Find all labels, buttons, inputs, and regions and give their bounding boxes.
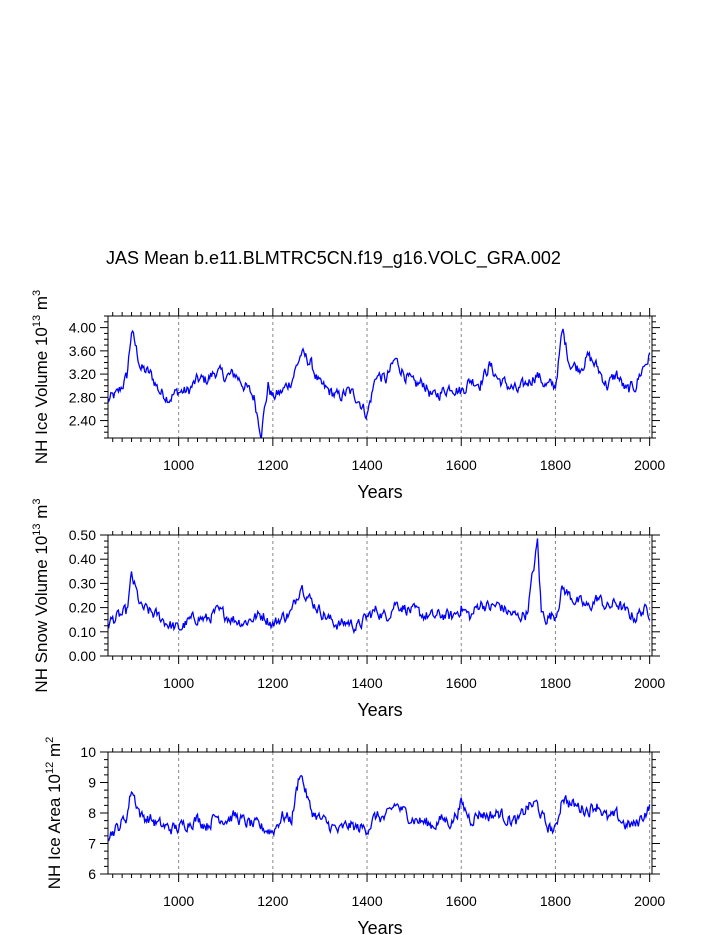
- y-tick-label: 9: [88, 775, 96, 791]
- x-tick-label: 1600: [446, 893, 477, 909]
- x-tick-label: 1400: [351, 675, 382, 691]
- x-tick-label: 1800: [540, 675, 571, 691]
- x-tick-label: 1000: [163, 893, 194, 909]
- x-tick-label: 1600: [446, 457, 477, 473]
- x-tick-label: 1200: [257, 675, 288, 691]
- y-tick-label: 3.20: [69, 366, 96, 382]
- x-tick-label: 1800: [540, 893, 571, 909]
- y-axis-title: NH Ice Volume 1013 m3: [31, 290, 51, 464]
- y-axis-title-superscript: 13: [31, 315, 43, 327]
- y-tick-label: 0.50: [69, 527, 96, 543]
- x-tick-label: 1200: [257, 893, 288, 909]
- series-line: [107, 538, 651, 635]
- y-tick-label: 4.00: [69, 320, 96, 336]
- x-tick-label: 1800: [540, 457, 571, 473]
- y-tick-label: 0.10: [69, 624, 96, 640]
- x-tick-label: 1000: [163, 457, 194, 473]
- y-axis-title-superscript: 12: [44, 762, 56, 774]
- plot-frame: [107, 315, 653, 439]
- y-axis-title: NH Ice Area 1012 m2: [44, 737, 64, 890]
- y-tick-label: 6: [88, 866, 96, 882]
- y-axis-title-superscript: 2: [44, 737, 56, 743]
- plot-frame: [107, 751, 653, 875]
- page-title: JAS Mean b.e11.BLMTRC5CN.f19_g16.VOLC_GR…: [106, 248, 561, 268]
- x-axis-title: Years: [357, 482, 402, 502]
- y-tick-label: 0.40: [69, 551, 96, 567]
- x-tick-label: 2000: [634, 457, 665, 473]
- y-tick-label: 2.80: [69, 389, 96, 405]
- chart-panel-1: 2.40 2.80 3.20 3.60 4.00 1000 1200 1400 1600 1800…: [31, 290, 665, 502]
- y-tick-label: 0.00: [69, 648, 96, 664]
- x-tick-label: 2000: [634, 893, 665, 909]
- y-axis-title-part: m: [45, 743, 64, 762]
- y-tick-label: 0.20: [69, 600, 96, 616]
- series-line: [107, 774, 651, 842]
- y-axis-title-part: NH Ice Area 10: [45, 774, 64, 889]
- y-axis-title-part: NH Ice Volume 10: [32, 327, 51, 464]
- y-axis-title-part: m: [32, 505, 51, 524]
- y-axis-title-superscript: 13: [31, 523, 43, 535]
- x-tick-label: 1200: [257, 457, 288, 473]
- x-tick-label: 1400: [351, 457, 382, 473]
- chart-panel-2: 0.00 0.10 0.20 0.30 0.40 0.50 1000 1200 1400 1600…: [31, 498, 665, 720]
- x-tick-label: 1000: [163, 675, 194, 691]
- x-axis-title: Years: [357, 918, 402, 935]
- x-tick-label: 2000: [634, 675, 665, 691]
- x-tick-label: 1400: [351, 893, 382, 909]
- x-axis-title: Years: [357, 700, 402, 720]
- y-tick-label: 3.60: [69, 343, 96, 359]
- x-tick-label: 1600: [446, 675, 477, 691]
- series-line: [107, 328, 651, 438]
- y-axis-title-part: m: [32, 296, 51, 315]
- y-tick-label: 8: [88, 805, 96, 821]
- y-tick-label: 7: [88, 836, 96, 852]
- y-axis-title-superscript: 3: [31, 290, 43, 296]
- y-tick-label: 2.40: [69, 413, 96, 429]
- y-axis-title-superscript: 3: [31, 498, 43, 504]
- chart-panel-3: 6 7 8 9 10 1000 1200 1400 1600 1800 2000 Years NH Ic…: [44, 737, 665, 935]
- y-tick-label: 10: [80, 744, 96, 760]
- y-axis-title-part: NH Snow Volume 10: [32, 536, 51, 693]
- y-axis-title: NH Snow Volume 1013 m3: [31, 498, 51, 692]
- y-tick-label: 0.30: [69, 575, 96, 591]
